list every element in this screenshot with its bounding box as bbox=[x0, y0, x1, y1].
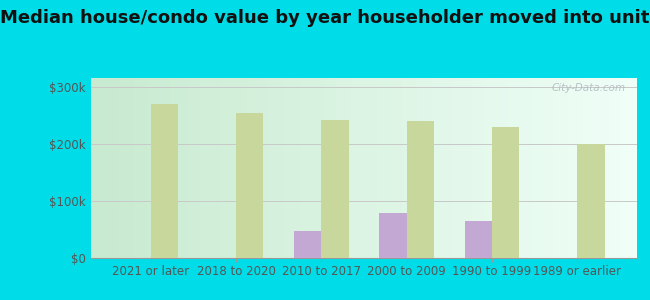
Bar bbox=[465, 221, 492, 258]
Bar bbox=[577, 144, 605, 258]
Bar bbox=[294, 231, 321, 258]
Bar bbox=[380, 213, 407, 258]
Bar bbox=[236, 113, 263, 258]
Bar bbox=[407, 121, 434, 258]
Bar bbox=[151, 104, 178, 258]
Text: City-Data.com: City-Data.com bbox=[552, 83, 626, 93]
Bar bbox=[321, 120, 348, 258]
Text: Median house/condo value by year householder moved into unit: Median house/condo value by year househo… bbox=[0, 9, 650, 27]
Bar bbox=[492, 127, 519, 258]
